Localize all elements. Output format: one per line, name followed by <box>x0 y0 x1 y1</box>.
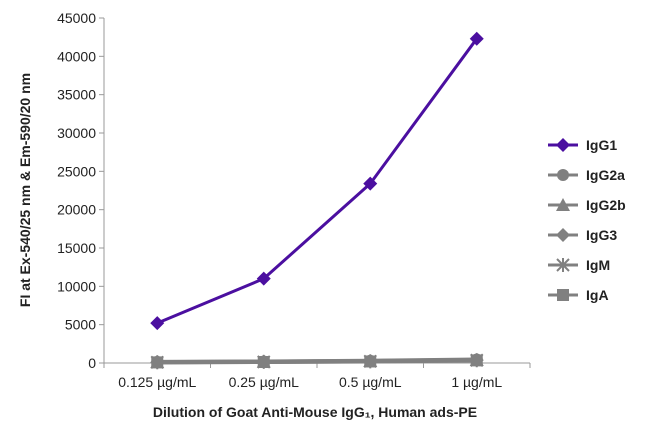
series-line <box>156 37 478 325</box>
series-igg1 <box>150 31 484 331</box>
legend-label: IgA <box>586 287 609 303</box>
x-axis-title: Dilution of Goat Anti-Mouse IgG₁, Human … <box>153 404 477 420</box>
legend-item-igg1: IgG1 <box>548 137 617 153</box>
y-axis-title: FI at Ex-540/25 nm & Em-590/20 nm <box>17 73 33 307</box>
y-tick-label: 20000 <box>57 202 96 218</box>
y-tick-label: 45000 <box>57 10 96 26</box>
y-tick-label: 25000 <box>57 163 96 179</box>
legend-label: IgG3 <box>586 227 617 243</box>
legend-marker <box>556 258 570 272</box>
legend-item-igg2b: IgG2b <box>548 197 626 213</box>
data-point <box>469 31 484 46</box>
legend-marker <box>556 228 570 242</box>
data-point <box>257 355 270 368</box>
legend-label: IgG1 <box>586 137 617 153</box>
legend-label: IgG2a <box>586 167 625 183</box>
y-tick-label: 15000 <box>57 240 96 256</box>
x-tick-label: 1 µg/mL <box>451 374 502 390</box>
legend-marker <box>557 169 569 181</box>
y-axis-ticks: 0 5000 10000 15000 20000 25000 30000 35000 40000… <box>57 10 104 371</box>
data-point <box>363 176 378 191</box>
x-axis-ticks: 0.125 µg/mL 0.25 µg/mL 0.5 µg/mL 1 µg/mL <box>103 363 531 390</box>
legend-item-igg3: IgG3 <box>548 227 617 243</box>
data-point <box>470 353 483 366</box>
legend-marker <box>556 138 570 152</box>
legend-marker <box>556 198 570 211</box>
legend-item-igm: IgM <box>548 257 610 273</box>
series-line <box>157 357 477 364</box>
legend: IgG1 IgG2a IgG2b IgG3 IgM IgA <box>548 137 626 303</box>
y-tick-label: 30000 <box>57 125 96 141</box>
legend-label: IgM <box>586 257 610 273</box>
series-layer <box>150 31 484 370</box>
x-tick-label: 0.5 µg/mL <box>339 374 402 390</box>
legend-marker <box>557 289 569 301</box>
x-tick-label: 0.125 µg/mL <box>118 374 196 390</box>
legend-item-iga: IgA <box>548 287 609 303</box>
x-tick-label: 0.25 µg/mL <box>229 374 300 390</box>
y-tick-label: 5000 <box>65 317 96 333</box>
legend-label: IgG2b <box>586 197 626 213</box>
y-tick-label: 35000 <box>57 87 96 103</box>
legend-item-igg2a: IgG2a <box>548 167 625 183</box>
data-point <box>151 355 164 368</box>
data-point <box>256 271 271 286</box>
y-tick-label: 0 <box>88 355 96 371</box>
series-igg2a <box>151 353 483 368</box>
data-point <box>364 354 377 367</box>
y-tick-label: 40000 <box>57 48 96 64</box>
data-point <box>150 316 165 331</box>
y-tick-label: 10000 <box>57 278 96 294</box>
